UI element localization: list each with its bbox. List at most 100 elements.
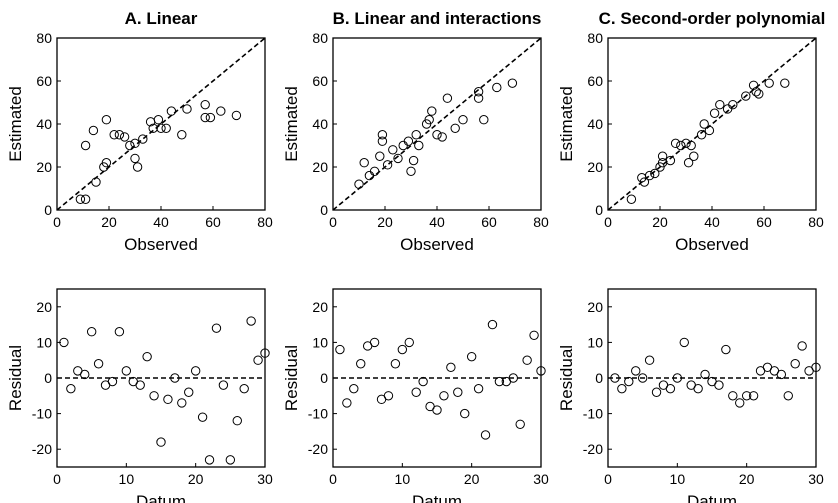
chart-0-data-point (80, 140, 91, 151)
chart-0-data-point (153, 115, 164, 125)
chart-0-ytick-label: 20 (36, 159, 52, 175)
chart-4-data-point (453, 387, 463, 397)
chart-1-data-point (492, 82, 502, 93)
chart-2-data-point (683, 158, 694, 168)
chart-5-xtick-label: 20 (739, 471, 755, 487)
chart-2-data-point (665, 155, 676, 166)
chart-0-xtick-label: 60 (205, 214, 221, 230)
chart-0-data-point (109, 130, 119, 140)
chart-1-data-point (427, 106, 437, 116)
chart-0-data-point (177, 130, 187, 140)
chart-2-ytick-label: 20 (587, 159, 603, 175)
chart-1-data-point (403, 136, 414, 146)
chart-5-data-point (651, 387, 662, 397)
chart-2-xtick-label: 20 (652, 214, 668, 230)
chart-5-ytick-label: 0 (595, 370, 603, 386)
chart-0-data-point (148, 123, 158, 134)
chart-4-ytick-label: -10 (308, 406, 328, 422)
chart-1-y-axis-label: Estimated (282, 86, 301, 162)
chart-1-data-point (424, 115, 434, 125)
chart-5-ytick-label: -20 (583, 441, 603, 457)
chart-4-data-point (529, 330, 539, 340)
chart-3-data-point (163, 394, 173, 405)
chart-0-data-point (161, 123, 171, 134)
chart-0-y-axis-label: Estimated (6, 86, 25, 162)
chart-3-data-point (93, 359, 104, 369)
chart-3-data-point (211, 323, 222, 333)
chart-0-title: A. Linear (125, 9, 198, 28)
chart-1-xtick-label: 60 (481, 214, 497, 230)
chart-0-data-point (138, 134, 148, 144)
chart-5-data-point (637, 373, 648, 383)
chart-2-data-point (670, 138, 681, 149)
chart-1-data-point (437, 132, 447, 142)
chart-0-data-point (156, 123, 166, 134)
chart-4-x-axis-label: Datum (412, 492, 462, 503)
chart-5-data-point (644, 355, 655, 365)
chart-2-xtick-label: 60 (756, 214, 772, 230)
chart-2-data-point (748, 80, 759, 91)
chart-4-data-point (356, 359, 366, 369)
chart-3-data-point (156, 437, 166, 447)
chart-4-data-point (522, 355, 532, 365)
chart-1-data-point (442, 93, 453, 103)
chart-3-data-point (246, 316, 256, 326)
chart-1-data-point (393, 153, 403, 164)
chart-3-data-point (232, 416, 242, 426)
chart-1-data-point (377, 130, 388, 140)
chart-2-data-point (764, 78, 774, 88)
chart-0-data-point (231, 110, 242, 121)
chart-1-data-point (414, 140, 424, 151)
chart-0-data-point (80, 194, 91, 204)
chart-3-ytick-label: 0 (44, 370, 52, 386)
chart-2-data-point (715, 99, 725, 110)
chart-2-data-point (686, 140, 696, 151)
chart-5-ytick-label: 10 (587, 334, 603, 350)
chart-3-xtick-label: 20 (188, 471, 204, 487)
chart-3-y-axis-label: Residual (6, 345, 25, 411)
chart-3-data-point (66, 383, 76, 394)
chart-3-ytick-label: -10 (32, 406, 52, 422)
chart-2-ytick-label: 60 (587, 73, 603, 89)
chart-1-data-point (359, 158, 369, 168)
chart-4-xtick-label: 30 (533, 471, 549, 487)
chart-4-ytick-label: 0 (320, 370, 328, 386)
chart-5-xtick-label: 0 (604, 471, 612, 487)
chart-2-data-point (676, 140, 686, 151)
chart-4-data-point (349, 383, 359, 394)
chart-4-xtick-label: 10 (395, 471, 411, 487)
chart-5-data-point (624, 376, 634, 387)
chart-4-data-point (508, 373, 518, 383)
chart-4-ytick-label: 20 (312, 299, 328, 315)
chart-5-data-point (617, 383, 627, 394)
chart-3-data-point (107, 376, 118, 387)
chart-4-data-point (515, 419, 525, 429)
panel-b-scatter: B. Linear and interactions 0 20 40 60 80 0 20 40… (282, 9, 549, 254)
chart-0-data-point (119, 132, 130, 142)
chart-2-xtick-label: 80 (808, 214, 824, 230)
chart-1-data-point (479, 115, 489, 125)
chart-4-ytick-label: -20 (308, 441, 328, 457)
chart-5-data-point (672, 373, 683, 383)
chart-5-data-point (790, 359, 800, 369)
chart-0-ytick-label: 40 (36, 116, 52, 132)
chart-3-data-point (197, 412, 208, 422)
chart-1-data-point (432, 130, 442, 140)
chart-0-ytick-label: 0 (44, 202, 52, 218)
chart-0-data-point (130, 153, 140, 164)
chart-1-data-point (388, 145, 398, 155)
chart-2-ytick-label: 40 (587, 116, 603, 132)
chart-2-data-point (741, 91, 751, 101)
chart-0-xtick-label: 80 (257, 214, 273, 230)
chart-2-data-point (751, 87, 761, 97)
chart-2-data-point (754, 89, 764, 99)
chart-2-data-point (657, 151, 668, 161)
chart-1-data-point (507, 78, 518, 88)
chart-3-data-point (149, 391, 159, 401)
chart-3-data-point (121, 366, 132, 376)
chart-2-data-point (626, 194, 637, 204)
chart-3-data-point (239, 383, 249, 394)
chart-5-data-point (679, 337, 689, 348)
chart-5-data-point (797, 341, 807, 351)
